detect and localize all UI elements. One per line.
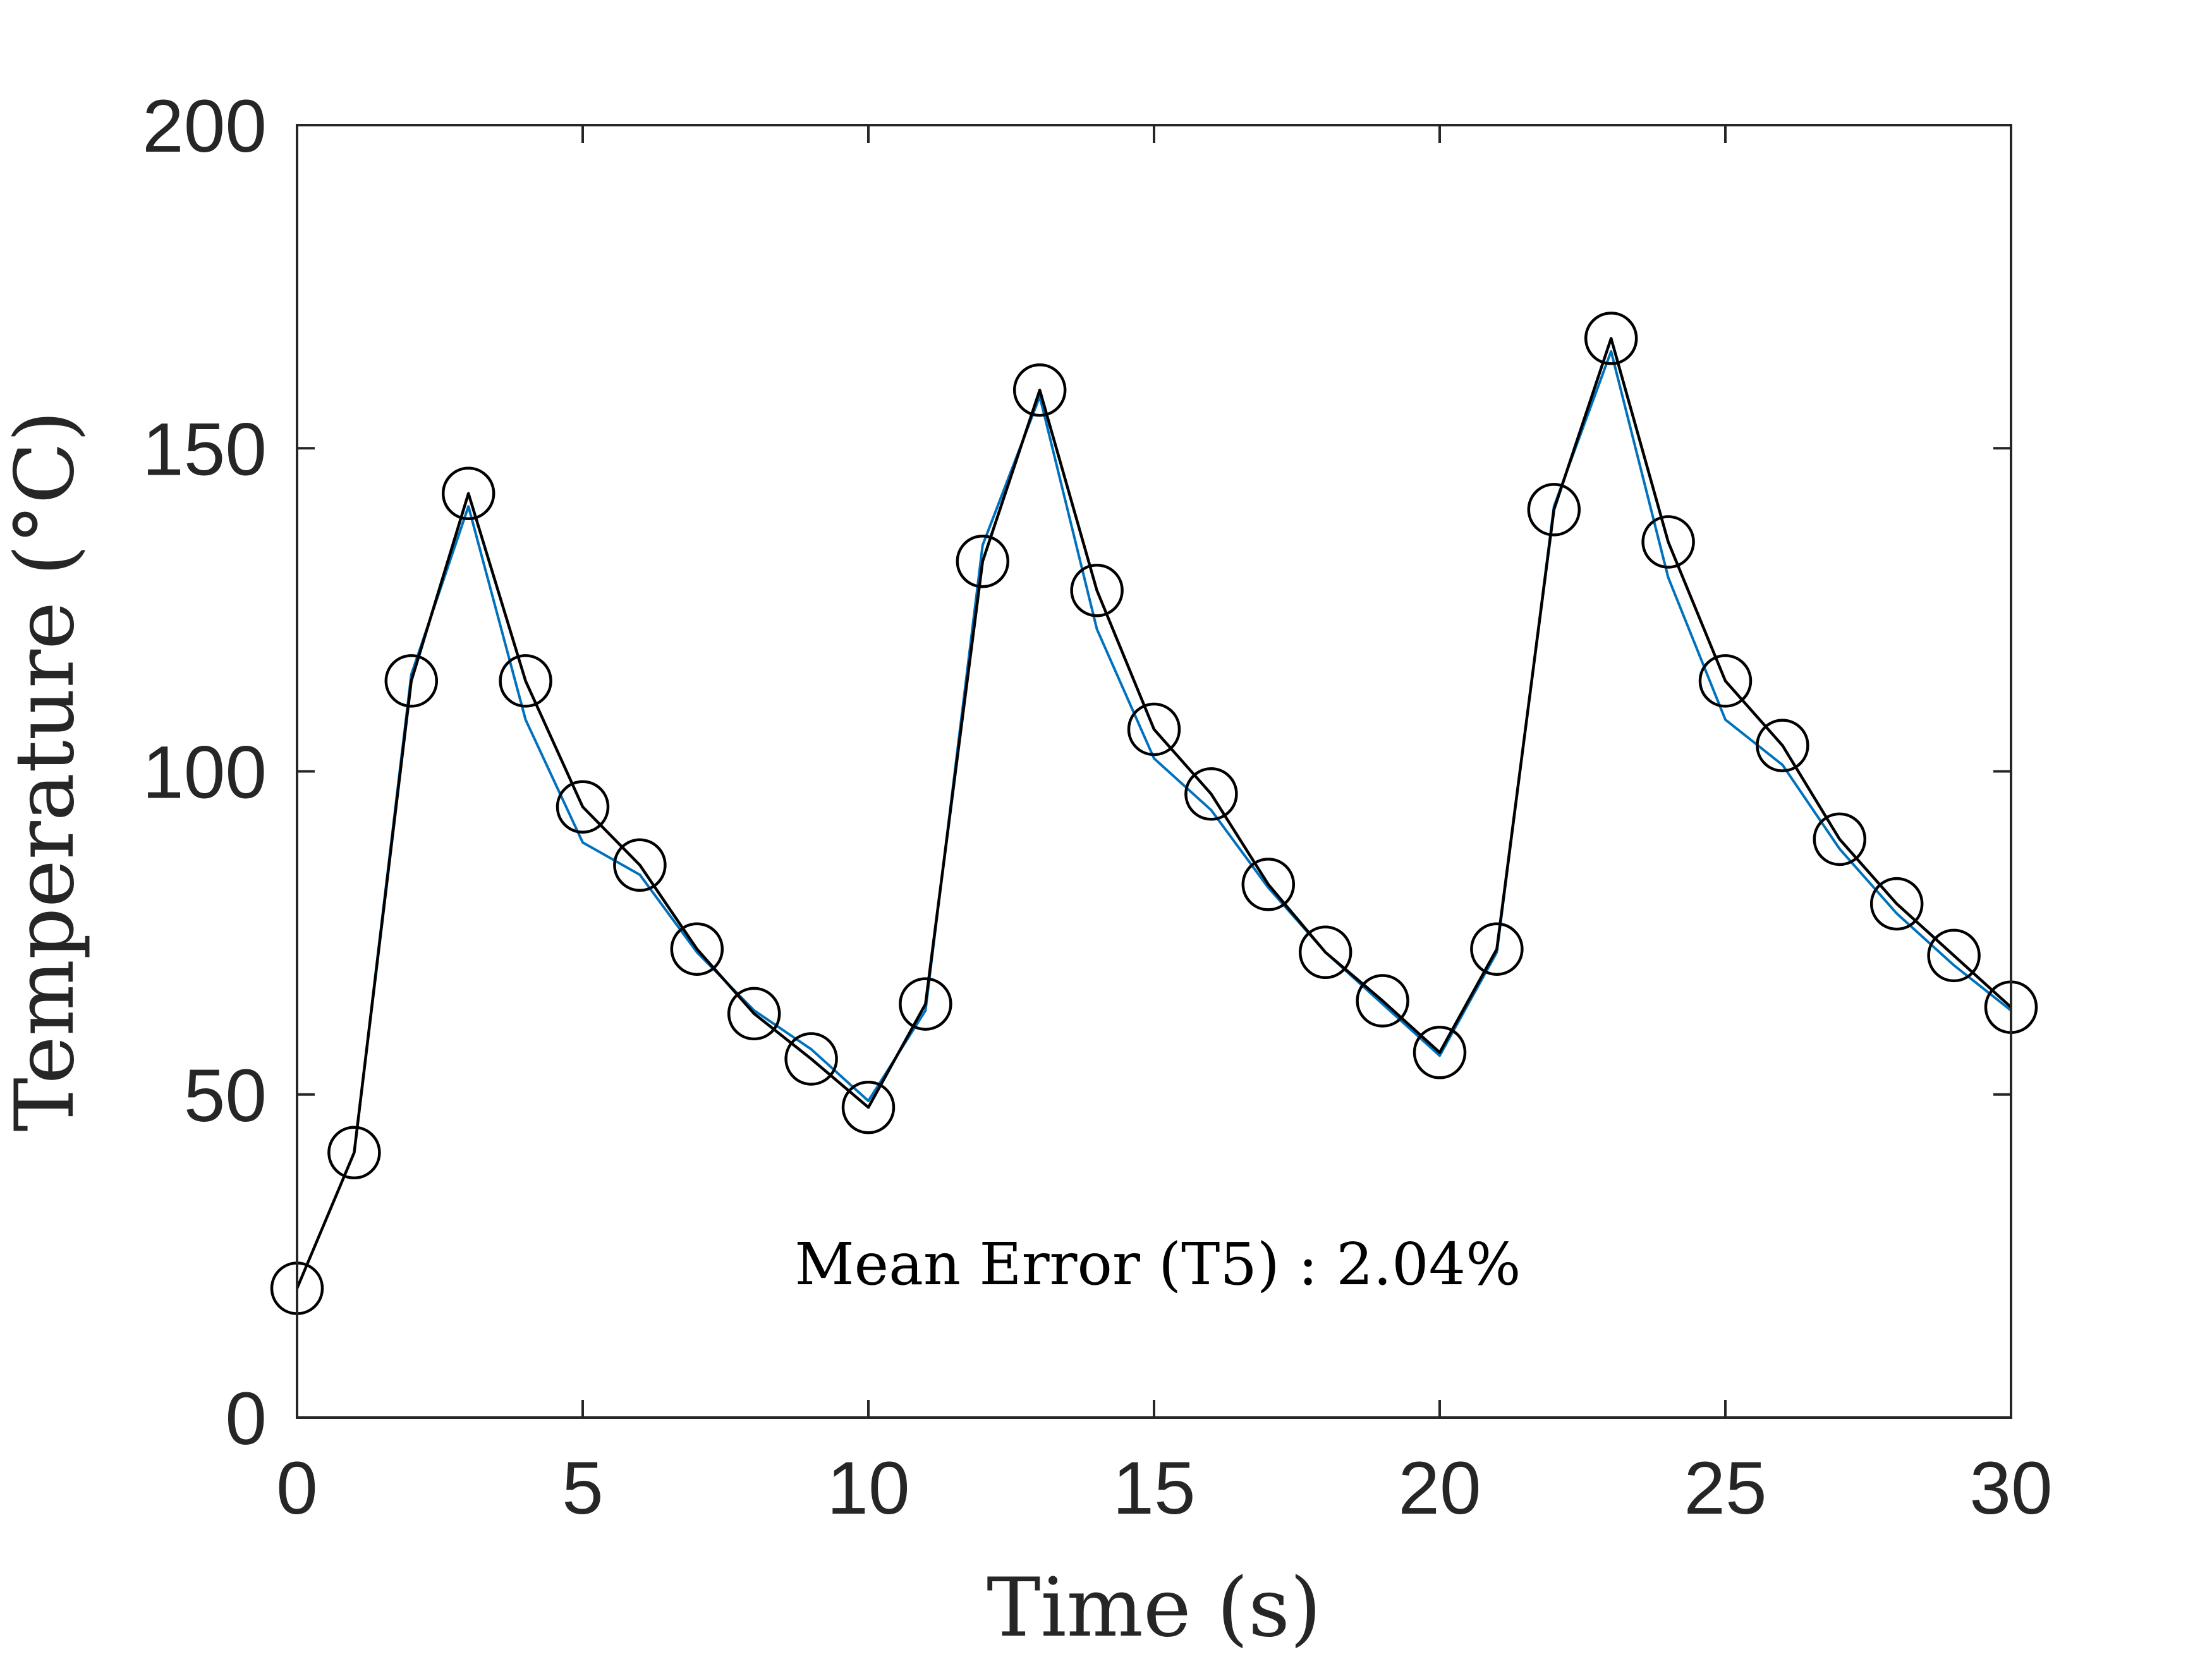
data-point-marker: [1813, 812, 1867, 866]
data-point-marker: [499, 654, 552, 708]
data-point-marker: [670, 922, 724, 976]
y-tick-label: 50: [184, 1054, 267, 1138]
x-tick-label: 20: [1398, 1447, 1481, 1530]
data-point-marker: [1184, 767, 1238, 821]
data-point-marker: [1584, 312, 1638, 365]
data-point-marker: [841, 1080, 896, 1134]
x-tick-label: 5: [562, 1447, 604, 1530]
x-axis-ticks: 0 5 10 15 20 25 30: [276, 125, 2053, 1530]
data-point-marker: [1127, 702, 1181, 757]
data-point-marker: [1012, 363, 1067, 417]
data-point-marker: [384, 654, 439, 708]
plot-frame: [296, 124, 2012, 1419]
data-point-marker: [327, 1126, 381, 1180]
data-point-marker: [556, 780, 610, 834]
y-axis-label: Temperature (°C): [0, 410, 92, 1131]
x-tick-label: 0: [276, 1447, 318, 1530]
data-point-marker: [1070, 563, 1124, 617]
series-line-blue: [296, 349, 2012, 1289]
data-point-marker: [1527, 483, 1581, 537]
x-tick-label: 30: [1969, 1447, 2052, 1530]
data-point-marker: [441, 466, 495, 521]
data-point-marker: [784, 1032, 838, 1086]
y-tick-label: 200: [142, 85, 267, 168]
data-point-marker: [956, 534, 1010, 588]
data-point-marker: [1413, 1026, 1467, 1079]
data-point-marker: [1869, 877, 1924, 931]
data-point-marker: [899, 977, 952, 1031]
data-point-marker: [1756, 719, 1809, 772]
data-point-marker: [1470, 922, 1524, 976]
data-point-marker: [1698, 654, 1753, 708]
y-tick-label: 150: [142, 408, 267, 491]
data-point-marker: [613, 838, 667, 892]
data-point-marker: [1298, 925, 1352, 980]
plot-area: [297, 125, 2011, 1418]
x-axis-label: Time (s): [987, 1561, 1322, 1655]
data-point-marker: [1241, 858, 1296, 911]
data-point-marker: [1356, 974, 1409, 1028]
x-tick-label: 10: [827, 1447, 909, 1530]
x-tick-label: 25: [1684, 1447, 1766, 1530]
y-tick-label: 100: [142, 731, 267, 815]
data-point-marker: [727, 987, 781, 1041]
annotation-mean-error: Mean Error (T5) : 2.04%: [794, 1231, 1521, 1298]
series-line-black: [295, 337, 2012, 1289]
y-axis-ticks: 0 50 100 150 200: [142, 85, 2011, 1461]
x-tick-label: 15: [1112, 1447, 1195, 1530]
y-tick-label: 0: [225, 1377, 267, 1461]
data-point-marker: [1927, 928, 1981, 983]
data-point-marker: [1641, 515, 1695, 569]
